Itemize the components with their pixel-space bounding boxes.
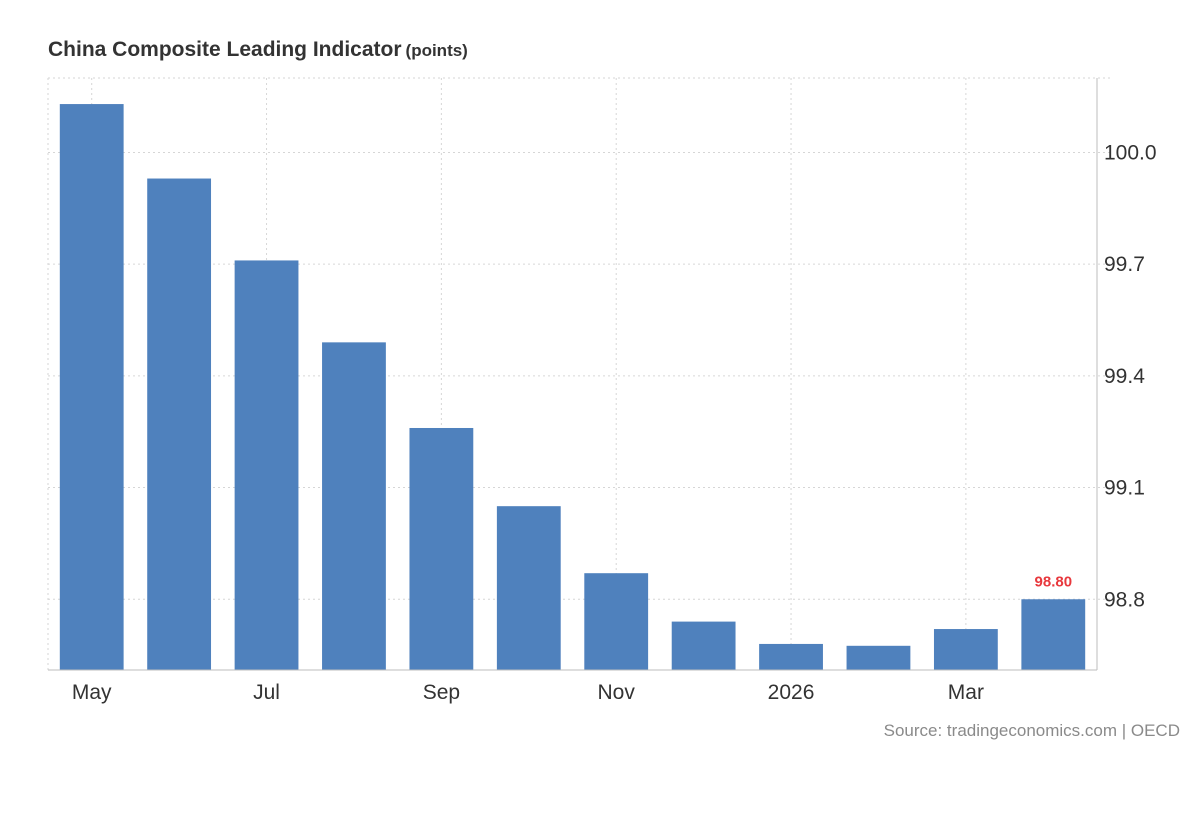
y-tick-label: 99.1 bbox=[1104, 477, 1145, 500]
bar bbox=[147, 178, 212, 670]
y-tick-label: 99.4 bbox=[1104, 365, 1145, 388]
bar bbox=[933, 629, 998, 670]
bar bbox=[759, 643, 823, 670]
x-tick-label: Sep bbox=[423, 681, 460, 704]
bar bbox=[59, 104, 124, 671]
x-tick-label: Nov bbox=[598, 681, 636, 704]
y-tick-label: 100.0 bbox=[1104, 141, 1157, 164]
bar bbox=[409, 427, 474, 670]
last-value-label: 98.80 bbox=[1035, 573, 1073, 590]
bar bbox=[846, 645, 911, 670]
bar bbox=[1021, 599, 1086, 670]
chart-unit: (points) bbox=[405, 41, 468, 60]
y-tick-label: 99.7 bbox=[1104, 253, 1145, 276]
bar bbox=[584, 573, 649, 670]
x-tick-label: Mar bbox=[948, 681, 984, 704]
source-note: Source: tradingeconomics.com | OECD bbox=[883, 721, 1180, 740]
chart-title-text: China Composite Leading Indicator bbox=[48, 38, 402, 61]
x-tick-label: 2026 bbox=[768, 681, 815, 704]
x-tick-label: May bbox=[72, 681, 112, 704]
chart-title: China Composite Leading Indicator (points… bbox=[48, 38, 468, 62]
bar bbox=[671, 621, 736, 670]
bar bbox=[322, 342, 386, 670]
y-tick-label: 98.8 bbox=[1104, 588, 1145, 611]
x-tick-label: Jul bbox=[253, 681, 280, 704]
bar bbox=[234, 260, 299, 670]
bar bbox=[496, 506, 561, 670]
